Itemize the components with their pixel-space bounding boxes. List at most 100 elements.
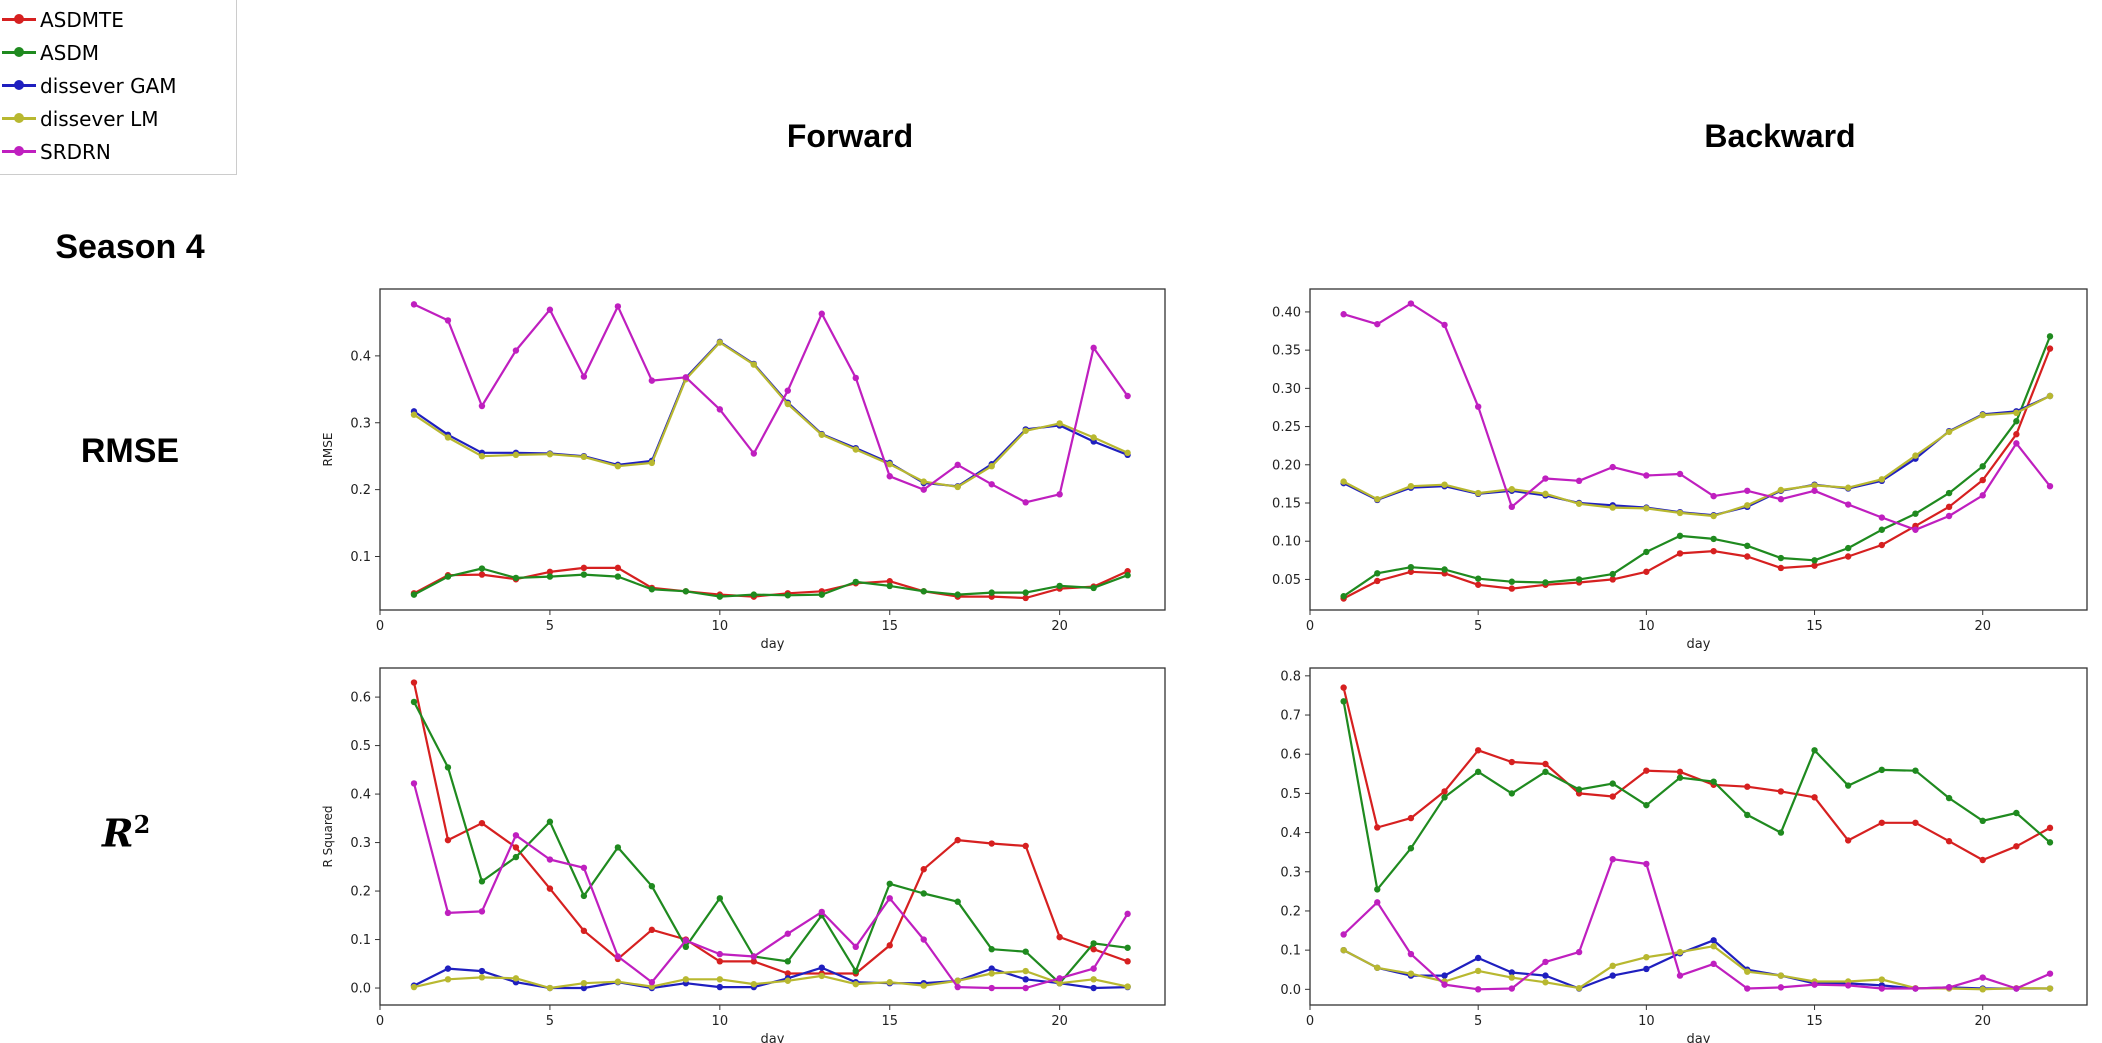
data-point xyxy=(648,377,656,384)
data-point xyxy=(1676,768,1684,776)
data-point xyxy=(1676,470,1684,478)
data-point xyxy=(954,836,961,844)
data-point xyxy=(1912,985,1919,992)
data-point xyxy=(750,450,758,457)
data-point xyxy=(1090,434,1097,441)
data-point xyxy=(920,936,927,943)
data-point xyxy=(988,463,995,470)
column-title-forward: Forward xyxy=(786,118,914,154)
data-point xyxy=(1441,481,1448,488)
data-point xyxy=(410,591,418,598)
data-point xyxy=(1878,766,1886,774)
series-asdm xyxy=(1340,698,2054,893)
series-line xyxy=(1343,395,2051,518)
data-point xyxy=(1022,967,1029,975)
y-tick-label: 0.3 xyxy=(350,416,371,431)
series-srdrn xyxy=(1340,300,2054,533)
y-axis-label: R Squared xyxy=(321,805,335,867)
data-point xyxy=(512,975,520,982)
data-point xyxy=(1643,505,1650,512)
data-point xyxy=(920,890,927,897)
series-line xyxy=(413,969,1128,990)
data-point xyxy=(478,819,486,827)
data-point xyxy=(1844,553,1852,560)
x-tick-label: 15 xyxy=(1806,619,1823,634)
data-point xyxy=(716,958,724,965)
data-point xyxy=(2046,482,2054,490)
series-line xyxy=(413,567,1128,598)
data-point xyxy=(2013,418,2020,425)
data-point xyxy=(478,967,486,975)
data-point xyxy=(886,895,893,902)
y-tick-label: 0.5 xyxy=(1280,787,1301,802)
data-point xyxy=(1777,564,1785,572)
y-tick-label: 0.25 xyxy=(1272,420,1301,435)
plot-frame xyxy=(1309,667,2088,1006)
data-point xyxy=(1979,856,1986,864)
data-point xyxy=(1945,984,1953,991)
series-srdrn xyxy=(410,780,1131,992)
legend-marker xyxy=(14,14,24,24)
data-point xyxy=(546,885,554,892)
data-point xyxy=(512,844,520,851)
data-point xyxy=(682,374,690,381)
y-axis-label: RMSE xyxy=(321,433,335,467)
data-point xyxy=(1508,969,1516,976)
legend-label: dissever LM xyxy=(40,107,159,131)
data-point xyxy=(750,591,758,598)
data-point xyxy=(1777,972,1785,979)
data-point xyxy=(2046,839,2054,846)
data-point xyxy=(1945,794,1953,802)
data-point xyxy=(1878,985,1886,992)
data-point xyxy=(614,303,622,310)
x-tick-label: 5 xyxy=(546,619,554,634)
data-point xyxy=(410,301,418,308)
data-point xyxy=(1811,747,1818,754)
data-point xyxy=(1844,544,1852,552)
data-point xyxy=(716,895,724,902)
data-point xyxy=(410,679,418,686)
data-point xyxy=(1912,819,1919,826)
data-point xyxy=(1844,837,1852,844)
data-point xyxy=(546,450,554,458)
data-point xyxy=(1710,778,1717,785)
data-point xyxy=(2013,431,2020,438)
data-point xyxy=(614,978,622,985)
data-point xyxy=(1912,510,1919,517)
x-tick-label: 0 xyxy=(376,1014,384,1029)
y-tick-label: 0.0 xyxy=(1280,983,1301,998)
data-point xyxy=(410,780,418,787)
y-tick-label: 0.35 xyxy=(1272,344,1301,359)
data-point xyxy=(750,958,758,965)
data-point xyxy=(1945,512,1953,520)
data-point xyxy=(988,840,995,847)
data-point xyxy=(954,898,961,905)
data-point xyxy=(1643,767,1650,774)
data-point xyxy=(716,983,724,991)
data-point xyxy=(1441,981,1448,988)
data-point xyxy=(784,977,791,984)
data-point xyxy=(2046,824,2054,832)
y-tick-label: 0.6 xyxy=(1280,748,1301,763)
data-point xyxy=(1374,824,1381,831)
data-point xyxy=(478,571,486,578)
legend-marker xyxy=(14,146,24,156)
data-point xyxy=(1643,953,1650,961)
data-point xyxy=(1374,886,1381,893)
legend-item: dissever GAM xyxy=(0,72,236,104)
x-tick-label: 0 xyxy=(1306,619,1314,634)
data-point xyxy=(1090,965,1097,972)
data-point xyxy=(1022,594,1029,602)
y-tick-label: 0.3 xyxy=(350,836,371,851)
data-point xyxy=(1979,492,1986,499)
y-tick-label: 0.10 xyxy=(1272,535,1301,550)
data-point xyxy=(1056,933,1063,941)
y-tick-label: 0.0 xyxy=(350,982,371,997)
data-point xyxy=(1374,577,1381,585)
data-point xyxy=(1508,578,1516,585)
data-point xyxy=(1979,817,1986,825)
data-point xyxy=(1508,585,1516,592)
data-point xyxy=(920,486,927,493)
y-tick-label: 0.2 xyxy=(350,885,371,900)
